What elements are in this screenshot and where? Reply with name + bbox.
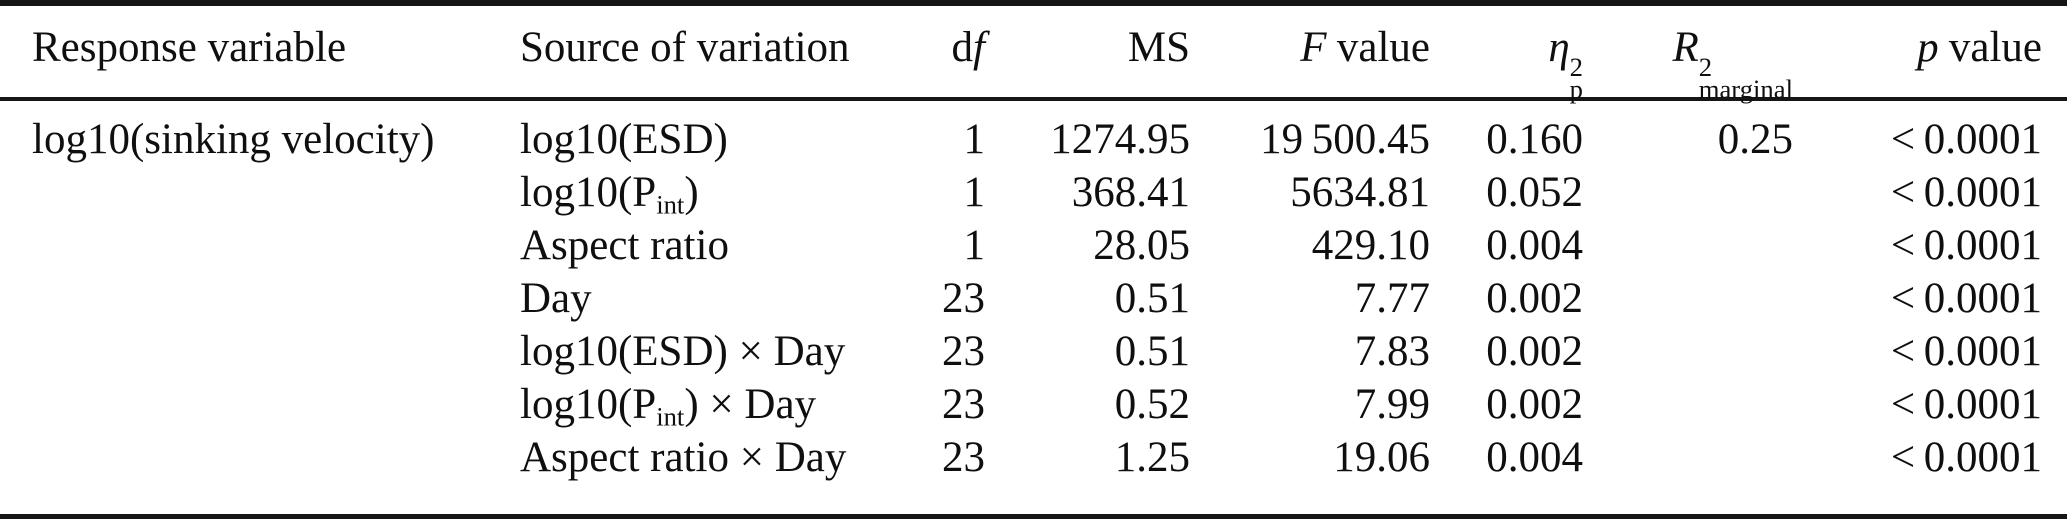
table-row: log10(Pint) × Day 23 0.52 7.99 0.002 < 0… — [32, 378, 2042, 431]
cell-df: 1 — [963, 116, 986, 163]
source-subscript: int — [656, 401, 685, 432]
cell-r2 — [1583, 272, 1793, 325]
cell-df: 1 — [963, 169, 986, 216]
header-eta-symbol: η — [1548, 24, 1570, 71]
cell-f: 19 500.45 — [1260, 116, 1430, 163]
cell-source: Aspect ratio × Day — [520, 434, 847, 481]
header-p-rest: value — [1948, 24, 2042, 71]
cell-r2 — [1583, 378, 1793, 431]
table-row: log10(Pint) 1 368.41 5634.81 0.052 < 0.0… — [32, 166, 2042, 219]
cell-p: < 0.0001 — [1890, 381, 2042, 428]
cell-eta: 0.002 — [1486, 275, 1583, 322]
cell-ms: 0.52 — [1114, 381, 1190, 428]
cell-eta: 0.002 — [1486, 381, 1583, 428]
cell-source: log10(ESD) × Day — [520, 328, 846, 375]
cell-p: < 0.0001 — [1890, 434, 2042, 481]
header-response-variable: Response variable — [32, 24, 347, 71]
header-r2-sub: marginal — [1698, 73, 1793, 104]
cell-r2 — [1583, 325, 1793, 378]
cell-r2 — [1583, 219, 1793, 272]
cell-p: < 0.0001 — [1890, 169, 2042, 216]
cell-source: log10(ESD) — [520, 116, 728, 163]
cell-response: log10(sinking velocity) — [32, 116, 435, 163]
header-df: df — [910, 24, 985, 71]
table-row: Aspect ratio × Day 23 1.25 19.06 0.004 <… — [32, 431, 2042, 484]
cell-ms: 0.51 — [1114, 275, 1190, 322]
cell-response — [32, 378, 520, 431]
table-bottom-rule — [0, 514, 2067, 519]
cell-df: 23 — [942, 275, 985, 322]
cell-p: < 0.0001 — [1890, 328, 2042, 375]
header-eta-sup: 2 — [1569, 51, 1583, 82]
header-f-rest: value — [1336, 24, 1430, 71]
cell-eta: 0.160 — [1486, 116, 1583, 163]
cell-eta: 0.002 — [1486, 328, 1583, 375]
cell-ms: 1274.95 — [1050, 116, 1190, 163]
header-p-symbol: p — [1917, 24, 1939, 71]
table-row: log10(sinking velocity) log10(ESD) 1 127… — [32, 113, 2042, 166]
header-f-symbol: F — [1300, 24, 1327, 71]
cell-ms: 28.05 — [1093, 222, 1190, 269]
header-eta-sub: p — [1569, 73, 1583, 104]
cell-ms: 368.41 — [1071, 169, 1190, 216]
table-row: Day 23 0.51 7.77 0.002 < 0.0001 — [32, 272, 2042, 325]
cell-f: 19.06 — [1333, 434, 1430, 481]
table-top-rule — [0, 0, 2067, 6]
cell-eta: 0.004 — [1486, 434, 1583, 481]
cell-f: 7.77 — [1354, 275, 1430, 322]
cell-response — [32, 272, 520, 325]
cell-response — [32, 325, 520, 378]
cell-r2: 0.25 — [1717, 116, 1793, 163]
cell-df: 23 — [942, 328, 985, 375]
header-df-italic: f — [973, 24, 985, 71]
cell-r2 — [1583, 431, 1793, 484]
header-r2-marginal: R 2 marginal — [1583, 24, 1793, 104]
header-source-of-variation: Source of variation — [520, 24, 850, 71]
cell-r2 — [1583, 166, 1793, 219]
table-body: log10(sinking velocity) log10(ESD) 1 127… — [0, 101, 2067, 514]
cell-f: 5634.81 — [1290, 169, 1430, 216]
header-r2-supsub: 2 marginal — [1698, 51, 1793, 104]
cell-response — [32, 431, 520, 484]
cell-f: 7.83 — [1354, 328, 1430, 375]
cell-f: 429.10 — [1311, 222, 1430, 269]
cell-ms: 0.51 — [1114, 328, 1190, 375]
cell-p: < 0.0001 — [1890, 275, 2042, 322]
cell-df: 23 — [942, 381, 985, 428]
cell-eta: 0.004 — [1486, 222, 1583, 269]
header-df-roman: d — [951, 24, 974, 71]
cell-source: log10(Pint) — [520, 169, 699, 220]
source-subscript: int — [656, 189, 685, 220]
cell-source: Day — [520, 275, 592, 322]
table-row: log10(ESD) × Day 23 0.51 7.83 0.002 < 0.… — [32, 325, 2042, 378]
table-header-rule — [0, 97, 2067, 101]
cell-ms: 1.25 — [1114, 434, 1190, 481]
cell-p: < 0.0001 — [1890, 222, 2042, 269]
cell-eta: 0.052 — [1486, 169, 1583, 216]
header-ms: MS — [1127, 24, 1190, 71]
header-p-value: p value — [1793, 24, 2042, 71]
table-row: Aspect ratio 1 28.05 429.10 0.004 < 0.00… — [32, 219, 2042, 272]
cell-source: Aspect ratio — [520, 222, 729, 269]
cell-p: < 0.0001 — [1890, 116, 2042, 163]
cell-df: 1 — [963, 222, 986, 269]
cell-response — [32, 219, 520, 272]
cell-source: log10(Pint) × Day — [520, 381, 817, 432]
header-r2-symbol: R — [1672, 24, 1699, 71]
table-header-row: Response variable Source of variation df… — [0, 6, 2067, 104]
cell-df: 23 — [942, 434, 985, 481]
header-r2-sup: 2 — [1698, 51, 1713, 82]
cell-f: 7.99 — [1354, 381, 1430, 428]
cell-response — [32, 166, 520, 219]
